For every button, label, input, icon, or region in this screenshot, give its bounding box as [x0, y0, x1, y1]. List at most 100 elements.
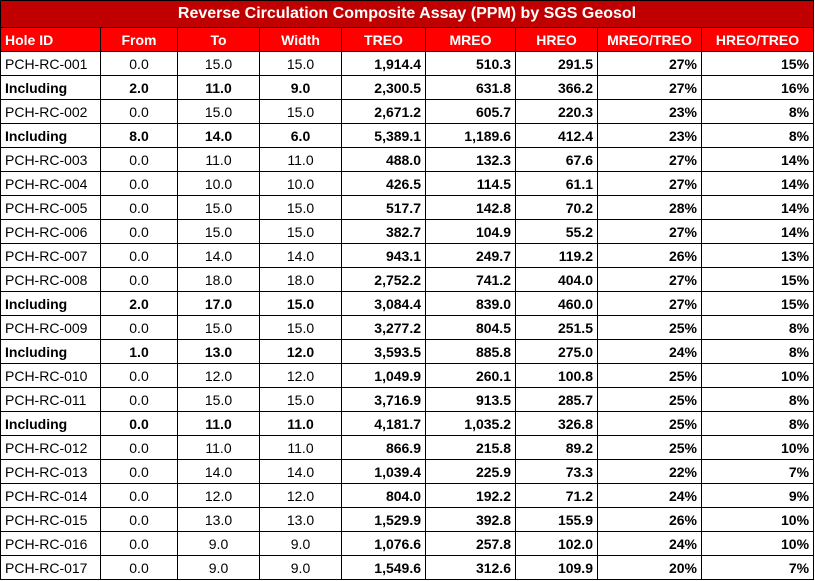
hole-id-cell: Including [0, 75, 101, 100]
header-row: Hole ID From To Width TREO MREO HREO MRE… [0, 27, 815, 52]
from-cell: 0.0 [100, 195, 178, 220]
mreo-cell: 215.8 [425, 435, 516, 460]
from-cell: 0.0 [100, 99, 178, 124]
mreo-treo-cell: 25% [597, 363, 702, 388]
treo-cell: 3,084.4 [341, 291, 426, 316]
treo-cell: 2,752.2 [341, 267, 426, 292]
to-cell: 10.0 [177, 171, 260, 196]
table-row: PCH-RC-001 0.0 15.0 15.0 1,914.4 510.3 291.5 27… [0, 51, 815, 76]
to-cell: 14.0 [177, 123, 260, 148]
column-header-mreo: MREO [425, 27, 516, 52]
to-cell: 11.0 [177, 435, 260, 460]
table-row: PCH-RC-015 0.0 13.0 13.0 1,529.9 392.8 155.9 26… [0, 507, 815, 532]
hole-id-cell: PCH-RC-014 [0, 483, 101, 508]
from-cell: 0.0 [100, 363, 178, 388]
hreo-treo-cell: 8% [700, 123, 815, 148]
table-title: Reverse Circulation Composite Assay (PPM… [0, 0, 815, 28]
hreo-cell: 404.0 [515, 267, 598, 292]
mreo-cell: 510.3 [425, 51, 516, 76]
mreo-cell: 631.8 [425, 75, 516, 100]
mreo-cell: 132.3 [425, 147, 516, 172]
treo-cell: 1,549.6 [341, 555, 426, 580]
mreo-treo-cell: 24% [597, 483, 702, 508]
column-header-treo: TREO [341, 27, 426, 52]
hreo-cell: 55.2 [515, 219, 598, 244]
treo-cell: 1,914.4 [341, 51, 426, 76]
hole-id-cell: PCH-RC-006 [0, 219, 101, 244]
mreo-cell: 260.1 [425, 363, 516, 388]
mreo-cell: 114.5 [425, 171, 516, 196]
from-cell: 0.0 [100, 531, 178, 556]
hole-id-cell: PCH-RC-007 [0, 243, 101, 268]
treo-cell: 4,181.7 [341, 411, 426, 436]
hreo-treo-cell: 7% [700, 459, 815, 484]
table-row: PCH-RC-004 0.0 10.0 10.0 426.5 114.5 61.1 27% 14… [0, 171, 815, 196]
table-row: PCH-RC-008 0.0 18.0 18.0 2,752.2 741.2 404.0 27… [0, 267, 815, 292]
hreo-cell: 251.5 [515, 315, 598, 340]
width-cell: 11.0 [259, 435, 342, 460]
width-cell: 9.0 [259, 75, 342, 100]
hole-id-cell: PCH-RC-002 [0, 99, 101, 124]
mreo-treo-cell: 25% [597, 435, 702, 460]
to-cell: 15.0 [177, 219, 260, 244]
from-cell: 0.0 [100, 435, 178, 460]
from-cell: 1.0 [100, 339, 178, 364]
hole-id-cell: Including [0, 339, 101, 364]
hreo-treo-cell: 15% [700, 291, 815, 316]
mreo-treo-cell: 26% [597, 507, 702, 532]
hreo-cell: 291.5 [515, 51, 598, 76]
hreo-cell: 61.1 [515, 171, 598, 196]
width-cell: 15.0 [259, 291, 342, 316]
table-row: PCH-RC-014 0.0 12.0 12.0 804.0 192.2 71.2 24% 9% [0, 483, 815, 508]
hreo-cell: 326.8 [515, 411, 598, 436]
hreo-cell: 412.4 [515, 123, 598, 148]
mreo-treo-cell: 27% [597, 171, 702, 196]
hreo-treo-cell: 7% [700, 555, 815, 580]
from-cell: 0.0 [100, 411, 178, 436]
treo-cell: 382.7 [341, 219, 426, 244]
including-row: Including 8.0 14.0 6.0 5,389.1 1,189.6 412.4 23… [0, 123, 815, 148]
from-cell: 0.0 [100, 51, 178, 76]
hreo-treo-cell: 8% [700, 411, 815, 436]
mreo-treo-cell: 22% [597, 459, 702, 484]
hole-id-cell: Including [0, 411, 101, 436]
table-row: PCH-RC-005 0.0 15.0 15.0 517.7 142.8 70.2 28% 14… [0, 195, 815, 220]
width-cell: 9.0 [259, 555, 342, 580]
mreo-cell: 257.8 [425, 531, 516, 556]
hole-id-cell: PCH-RC-016 [0, 531, 101, 556]
from-cell: 2.0 [100, 291, 178, 316]
to-cell: 9.0 [177, 555, 260, 580]
hole-id-cell: PCH-RC-004 [0, 171, 101, 196]
table-row: PCH-RC-016 0.0 9.0 9.0 1,076.6 257.8 102.0 24% 1… [0, 531, 815, 556]
treo-cell: 866.9 [341, 435, 426, 460]
table-row: PCH-RC-012 0.0 11.0 11.0 866.9 215.8 89.2 25% 10… [0, 435, 815, 460]
including-row: Including 2.0 11.0 9.0 2,300.5 631.8 366.2 27% 1… [0, 75, 815, 100]
from-cell: 0.0 [100, 267, 178, 292]
mreo-treo-cell: 26% [597, 243, 702, 268]
mreo-treo-cell: 27% [597, 219, 702, 244]
hole-id-cell: PCH-RC-009 [0, 315, 101, 340]
column-header-mreo-treo: MREO/TREO [597, 27, 702, 52]
including-row: Including 0.0 11.0 11.0 4,181.7 1,035.2 326.8 2… [0, 411, 815, 436]
hole-id-cell: PCH-RC-005 [0, 195, 101, 220]
treo-cell: 517.7 [341, 195, 426, 220]
from-cell: 0.0 [100, 555, 178, 580]
hole-id-cell: PCH-RC-001 [0, 51, 101, 76]
treo-cell: 488.0 [341, 147, 426, 172]
to-cell: 15.0 [177, 315, 260, 340]
to-cell: 12.0 [177, 363, 260, 388]
hole-id-cell: PCH-RC-015 [0, 507, 101, 532]
mreo-cell: 104.9 [425, 219, 516, 244]
hreo-cell: 67.6 [515, 147, 598, 172]
table-body: PCH-RC-001 0.0 15.0 15.0 1,914.4 510.3 291.5 27… [0, 51, 815, 580]
to-cell: 18.0 [177, 267, 260, 292]
mreo-cell: 249.7 [425, 243, 516, 268]
mreo-cell: 741.2 [425, 267, 516, 292]
title-row: Reverse Circulation Composite Assay (PPM… [0, 0, 815, 28]
to-cell: 13.0 [177, 507, 260, 532]
width-cell: 11.0 [259, 411, 342, 436]
from-cell: 0.0 [100, 387, 178, 412]
treo-cell: 3,593.5 [341, 339, 426, 364]
width-cell: 12.0 [259, 363, 342, 388]
from-cell: 8.0 [100, 123, 178, 148]
